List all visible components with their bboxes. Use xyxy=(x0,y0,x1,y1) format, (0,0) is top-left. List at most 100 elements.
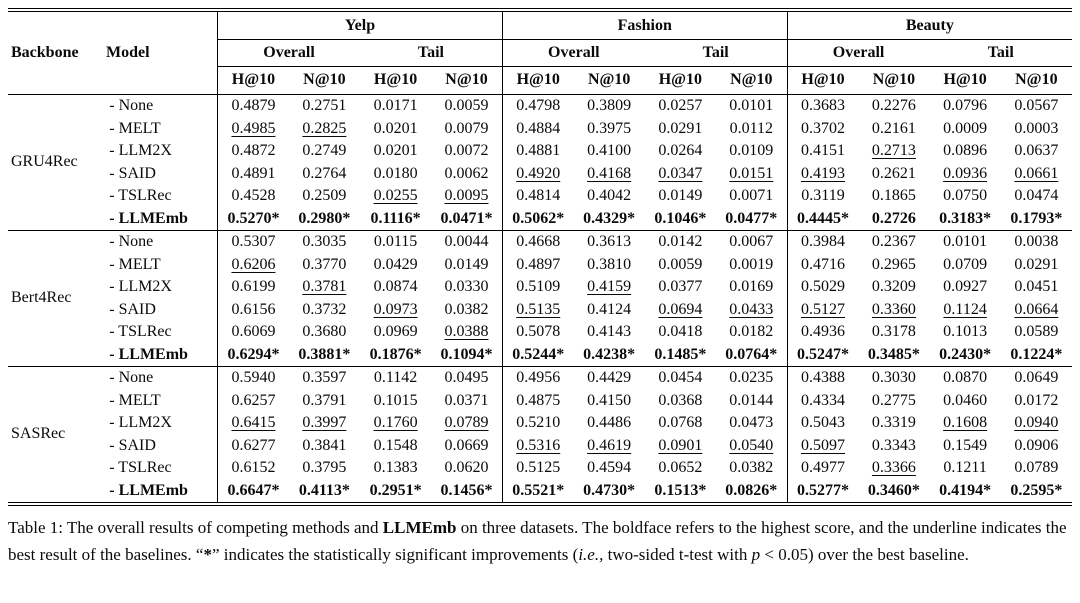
subgroup-header-overall: Overall xyxy=(501,39,645,67)
metric-value: 0.0661 xyxy=(1014,164,1059,182)
model-label: - LLMEmb xyxy=(109,481,188,499)
metric-value: 0.2509 xyxy=(302,187,347,204)
subgroup-header-tail: Tail xyxy=(644,39,788,67)
metric-value: 0.5062* xyxy=(501,207,574,231)
metric-value: 0.0495 xyxy=(431,366,503,390)
dataset-header-beauty: Beauty xyxy=(786,10,1072,40)
metric-value: 0.4238* xyxy=(583,345,636,363)
metric-value: 0.1224* xyxy=(1010,345,1063,363)
metric-value: 0.4936 xyxy=(786,321,859,344)
metric-value: 0.2430* xyxy=(939,345,992,363)
metric-value: 0.1793* xyxy=(1010,209,1063,227)
metric-value: 0.0255 xyxy=(373,187,418,204)
model-label: - LLM2X xyxy=(109,278,172,295)
metric-value: 0.0095 xyxy=(444,187,489,204)
metric-value: 0.3319 xyxy=(871,414,916,431)
metric-value: 0.2965 xyxy=(871,255,916,273)
metric-value: 0.2951* xyxy=(369,481,422,499)
table-row: - SAID 0.4891 0.2764 0.0180 0.0062 0.4920 0.41… xyxy=(8,162,1072,185)
table-row: - LLMEmb 0.6294* 0.3881* 0.1876* 0.1094* 0.52… xyxy=(8,343,1072,367)
table-row: - LLMEmb 0.5270* 0.2980* 0.1116* 0.0471* 0.50… xyxy=(8,207,1072,231)
metric-value: 0.3770 xyxy=(302,255,347,273)
metric-value: 0.3360 xyxy=(871,300,916,318)
table-row: - MELT 0.6257 0.3791 0.1015 0.0371 0.4875 0.41… xyxy=(8,389,1072,412)
metric-value: 0.4881 xyxy=(501,140,574,163)
metric-value: 0.0149 xyxy=(444,255,489,273)
metric-value: 0.3183* xyxy=(939,209,992,227)
metric-value: 0.5127 xyxy=(786,298,859,321)
metric-value: 0.5244* xyxy=(501,343,574,367)
metric-value: 0.5210 xyxy=(501,412,574,435)
metric-value: 0.0101 xyxy=(929,230,1001,254)
table-header: Backbone Model Yelp Fashion Beauty Overal… xyxy=(8,10,1072,95)
metric-value: 0.0936 xyxy=(943,164,988,182)
metric-value: 0.0072 xyxy=(444,142,489,159)
metric-value: 0.0003 xyxy=(1014,119,1059,137)
metric-value: 0.5270* xyxy=(217,207,289,231)
metric-value: 0.1015 xyxy=(373,391,418,409)
metric-value: 0.0477* xyxy=(725,209,778,227)
table-row: - LLMEmb 0.6647* 0.4113* 0.2951* 0.1456* 0.55… xyxy=(8,479,1072,504)
metric-value: 0.0149 xyxy=(658,187,703,204)
metric-value: 0.0433 xyxy=(729,300,774,318)
metric-value: 0.0382 xyxy=(444,300,489,318)
metric-value: 0.3984 xyxy=(786,230,859,254)
metric-value: 0.2713 xyxy=(871,142,916,159)
metric-value: 0.3881* xyxy=(298,345,351,363)
metric-value: 0.1211 xyxy=(943,459,987,476)
metric-value: 0.0637 xyxy=(1014,142,1059,159)
metric-value: 0.1760 xyxy=(373,414,418,431)
metric-value: 0.0451 xyxy=(1014,278,1059,295)
metric-value: 0.4124 xyxy=(587,300,632,318)
metric-value: 0.5078 xyxy=(501,321,574,344)
table-row: - TSLRec 0.6152 0.3795 0.1383 0.0620 0.5125 0.… xyxy=(8,457,1072,480)
metric-value: 0.3809 xyxy=(587,97,632,114)
metric-value: 0.4730* xyxy=(583,481,636,499)
metric-value: 0.1142 xyxy=(359,366,432,390)
backbone-label: SASRec xyxy=(8,366,105,504)
metric-header: H@10 xyxy=(786,66,859,95)
metric-header: H@10 xyxy=(217,66,289,95)
model-label: - MELT xyxy=(109,119,161,137)
metric-value: 0.1116* xyxy=(370,209,421,227)
metric-value: 0.4486 xyxy=(587,414,632,431)
metric-value: 0.1865 xyxy=(871,187,916,204)
model-label: - MELT xyxy=(109,391,161,409)
header-row-datasets: Backbone Model Yelp Fashion Beauty xyxy=(8,10,1072,95)
metric-value: 0.0789 xyxy=(1014,459,1059,476)
subgroup-header-tail: Tail xyxy=(359,39,503,67)
metric-value: 0.2276 xyxy=(871,97,916,114)
metric-value: 0.0109 xyxy=(729,142,774,159)
metric-value: 0.3732 xyxy=(302,300,347,318)
metric-value: 0.3997 xyxy=(302,414,347,431)
metric-value: 0.0371 xyxy=(444,391,489,409)
metric-value: 0.0620 xyxy=(444,459,489,476)
metric-value: 0.0540 xyxy=(729,436,774,454)
metric-value: 0.0768 xyxy=(658,414,703,431)
metric-value: 0.6199 xyxy=(217,276,289,299)
model-label: - TSLRec xyxy=(109,187,172,204)
metric-value: 0.0264 xyxy=(658,142,703,159)
metric-value: 0.0969 xyxy=(373,323,418,340)
metric-value: 0.0201 xyxy=(373,142,418,159)
metric-value: 0.4042 xyxy=(587,187,632,204)
metric-value: 0.0059 xyxy=(444,97,489,114)
metric-value: 0.0652 xyxy=(658,459,703,476)
metric-value: 0.6294* xyxy=(217,343,289,367)
metric-value: 0.3485* xyxy=(867,345,920,363)
metric-value: 0.4897 xyxy=(501,253,574,276)
metric-header: N@10 xyxy=(431,66,503,95)
metric-value: 0.4619 xyxy=(587,436,632,454)
metric-value: 0.0750 xyxy=(943,187,988,204)
dataset-header-fashion: Fashion xyxy=(501,10,788,40)
metric-value: 0.5277* xyxy=(786,479,859,504)
metric-header: H@10 xyxy=(644,66,716,95)
caption-text: i.e., xyxy=(578,544,604,564)
metric-value: 0.2161 xyxy=(871,119,916,137)
metric-value: 0.0649 xyxy=(1000,366,1072,390)
metric-value: 0.6277 xyxy=(217,434,289,457)
metric-value: 0.4388 xyxy=(786,366,859,390)
metric-value: 0.2764 xyxy=(302,164,347,182)
metric-header: N@10 xyxy=(288,66,360,95)
metric-value: 0.4445* xyxy=(786,207,859,231)
